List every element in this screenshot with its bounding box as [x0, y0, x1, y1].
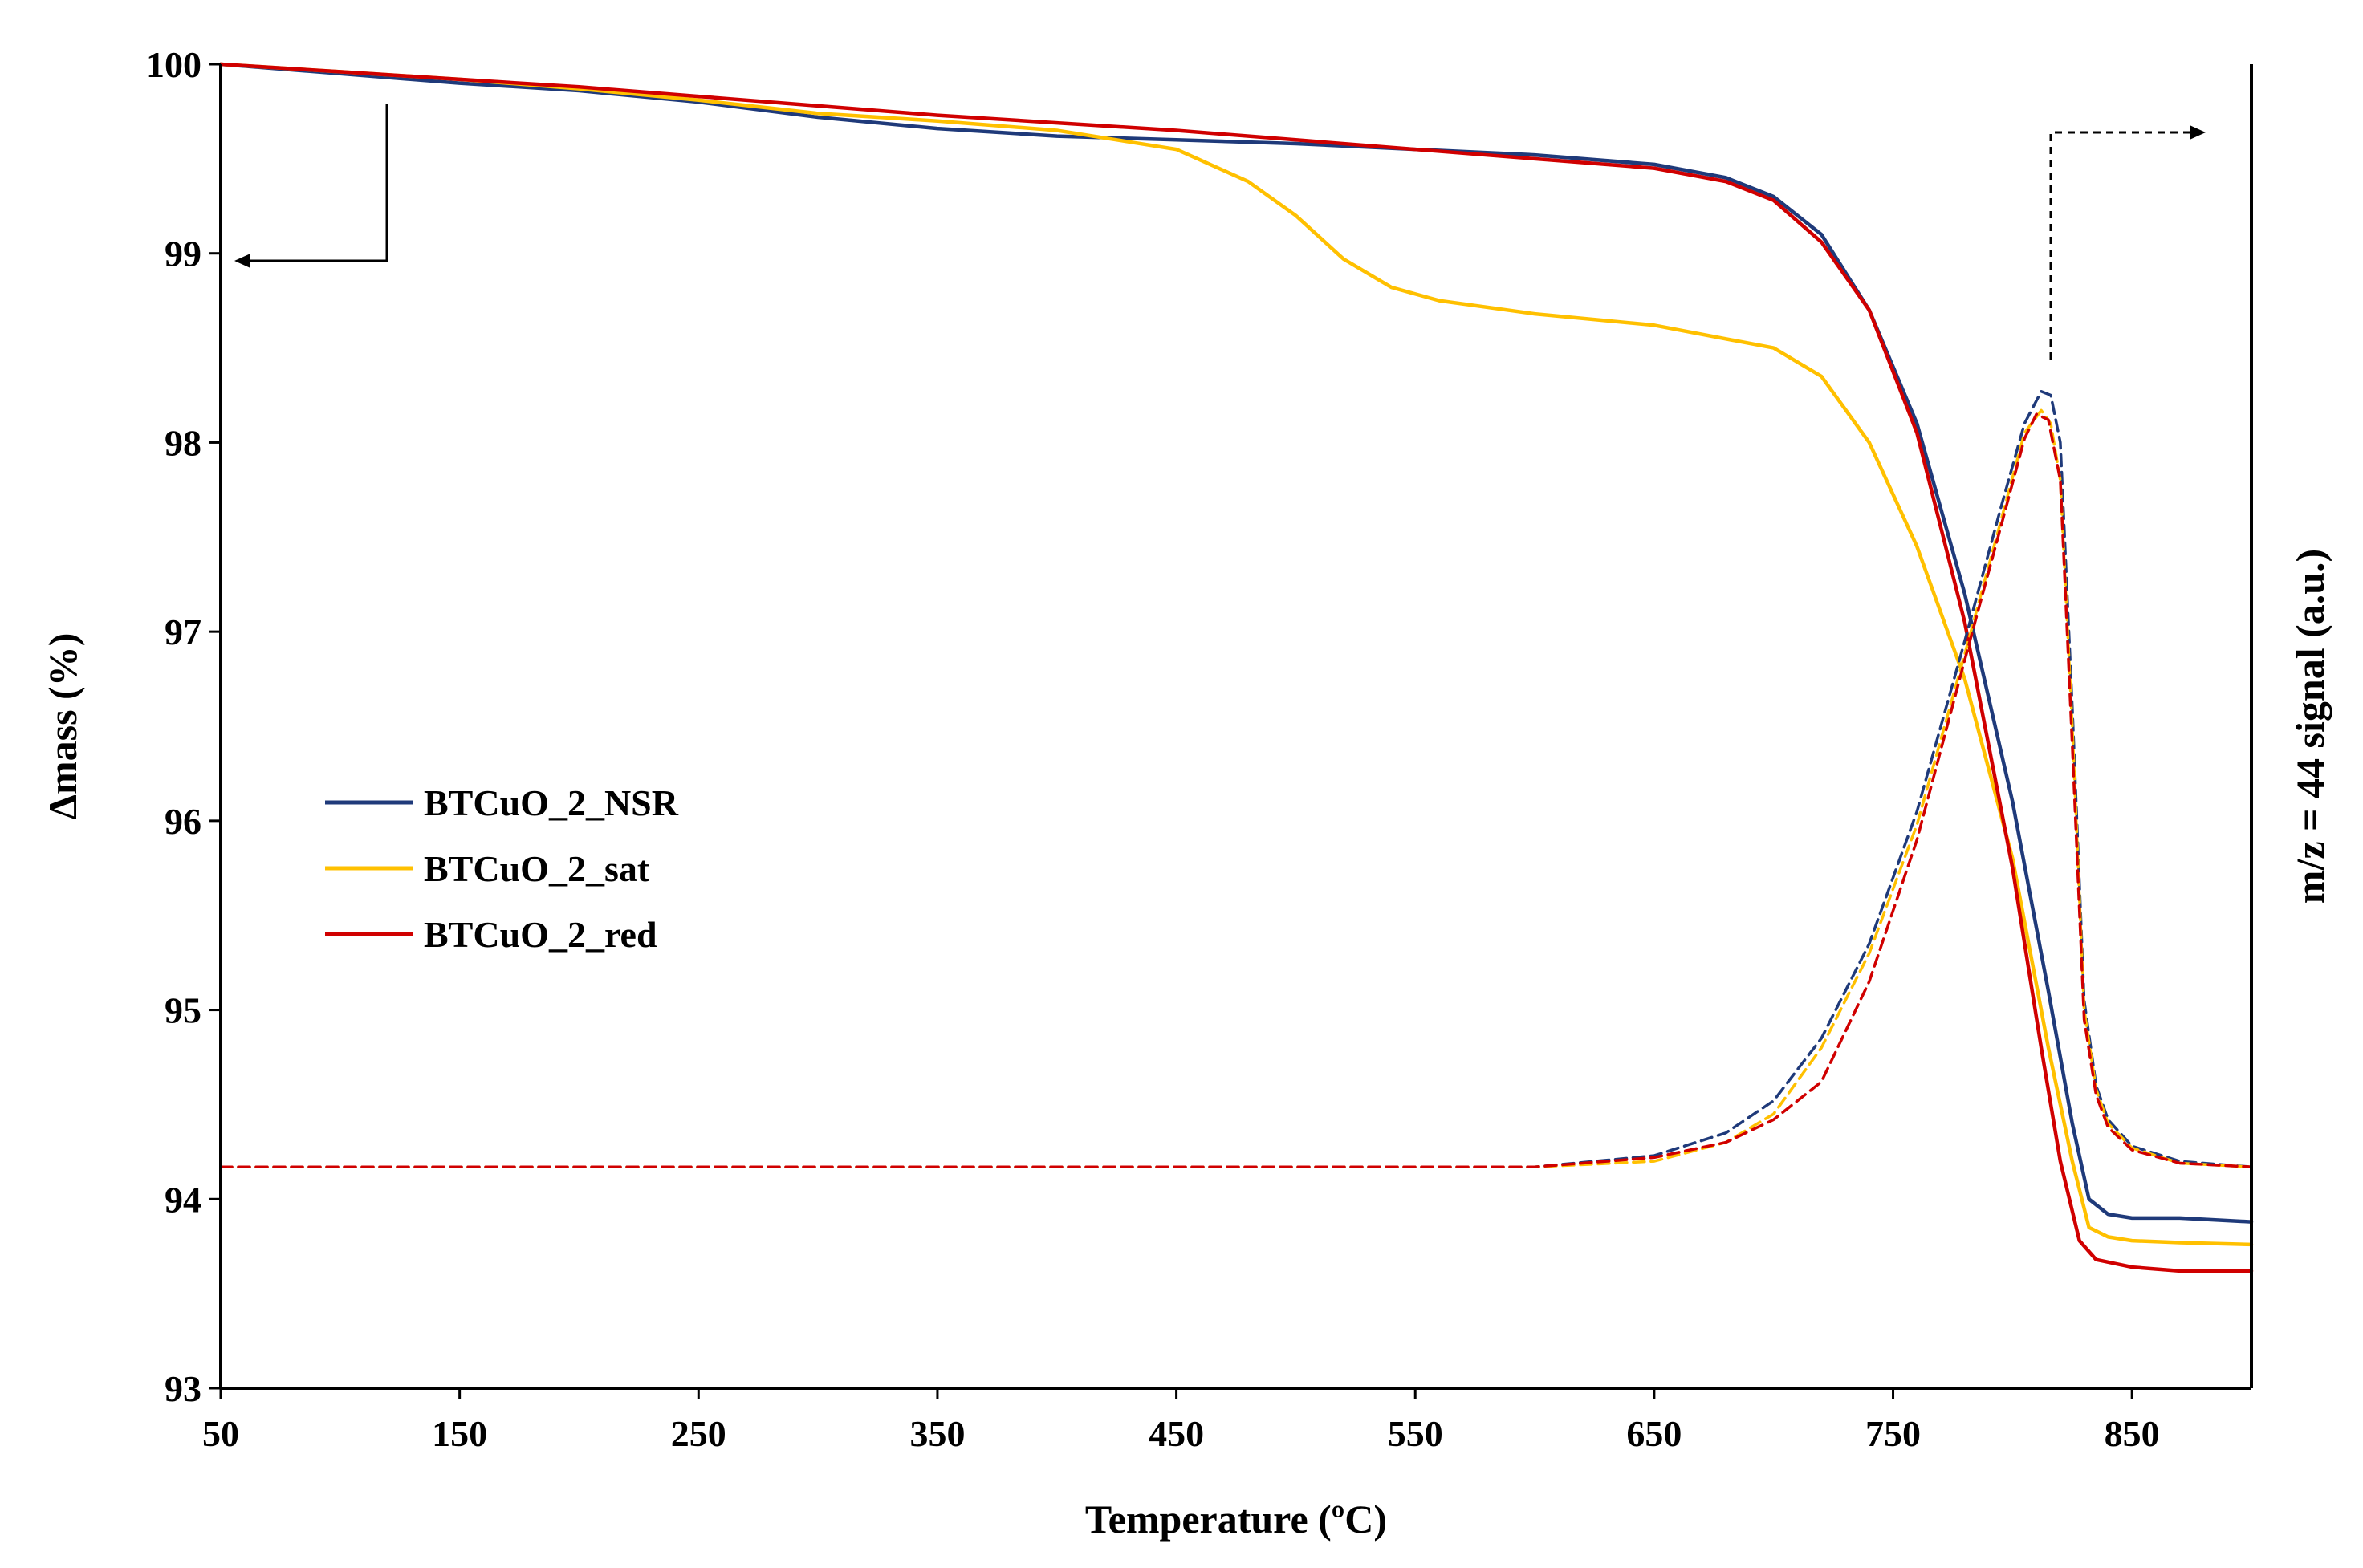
- y-tick-label: 93: [165, 1368, 201, 1409]
- x-tick-label: 150: [432, 1413, 487, 1454]
- series-line-btcuo-2-nsr-m-z-44: [219, 390, 2253, 1168]
- y-tick-label: 99: [165, 234, 201, 274]
- legend-label: BTCuO_2_red: [424, 914, 657, 955]
- series-line-btcuo-2-nsr: [218, 62, 2254, 1224]
- series-line-btcuo-2-sat-m-z-44: [219, 408, 2253, 1168]
- y-tick-label: 98: [165, 422, 201, 463]
- y-tick-label: 95: [165, 990, 201, 1031]
- left-axis-arrow: [234, 104, 388, 268]
- series-line-btcuo-2-sat: [218, 62, 2254, 1247]
- x-tick-label: 250: [671, 1413, 726, 1454]
- x-tick-label: 650: [1626, 1413, 1682, 1454]
- legend-label: BTCuO_2_sat: [424, 848, 650, 889]
- right-axis-arrow: [2049, 125, 2206, 360]
- ticks-group: 50 150 250 350 450 550 650 750 850 93 94 95 96 97 98 99…: [146, 44, 2160, 1454]
- x-tick-label: 50: [202, 1413, 239, 1454]
- y-axis-title: Δmass (%): [40, 633, 85, 820]
- y-tick-label: 94: [165, 1179, 201, 1220]
- x-tick-label: 850: [2105, 1413, 2160, 1454]
- x-tick-label: 550: [1388, 1413, 1443, 1454]
- series-line-btcuo-2-red: [218, 62, 2254, 1273]
- y2-axis-title: m/z = 44 signal (a.u.): [2288, 549, 2332, 904]
- x-tick-label: 450: [1149, 1413, 1204, 1454]
- y-tick-label: 97: [165, 611, 201, 652]
- x-tick-label: 750: [1865, 1413, 1921, 1454]
- series-group: [218, 62, 2254, 1273]
- y-tick-label: 96: [165, 801, 201, 842]
- x-axis-title: Temperature (ºC): [1085, 1497, 1387, 1542]
- y-tick-label: 100: [146, 44, 201, 85]
- legend-label: BTCuO_2_NSR: [424, 782, 679, 823]
- axes-group: [219, 64, 2253, 1390]
- legend: BTCuO_2_NSR BTCuO_2_sat BTCuO_2_red: [325, 782, 679, 955]
- x-tick-label: 350: [909, 1413, 965, 1454]
- series-line-btcuo-2-red-m-z-44: [219, 412, 2253, 1168]
